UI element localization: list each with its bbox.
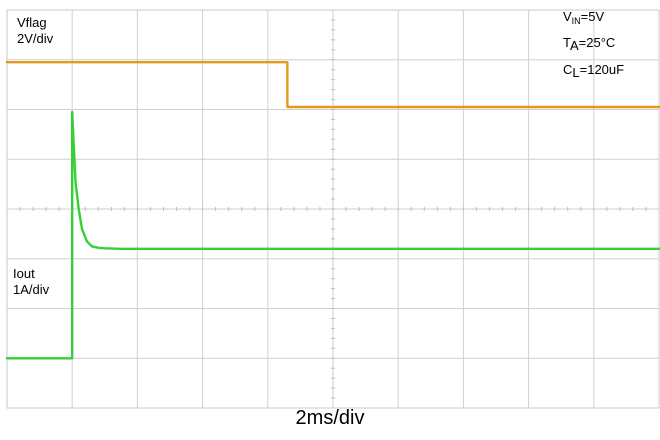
oscilloscope-plot: Vflag 2V/div Iout 1A/div VIN=5V TA=25°C … [5, 9, 660, 409]
timebase-label: 2ms/div [295, 407, 365, 429]
vflag-scale-label: 2V/div [17, 31, 54, 46]
cl-condition: CL=120uF [563, 62, 624, 80]
vin-condition: VIN=5V [563, 9, 604, 26]
vflag-channel-name: Vflag [17, 15, 47, 30]
trace-iout [5, 110, 660, 360]
traces [5, 61, 660, 360]
iout-scale-label: 1A/div [13, 282, 50, 297]
iout-channel-name: Iout [13, 266, 35, 281]
trace-vflag [5, 61, 660, 109]
ta-condition: TA=25°C [563, 35, 615, 53]
